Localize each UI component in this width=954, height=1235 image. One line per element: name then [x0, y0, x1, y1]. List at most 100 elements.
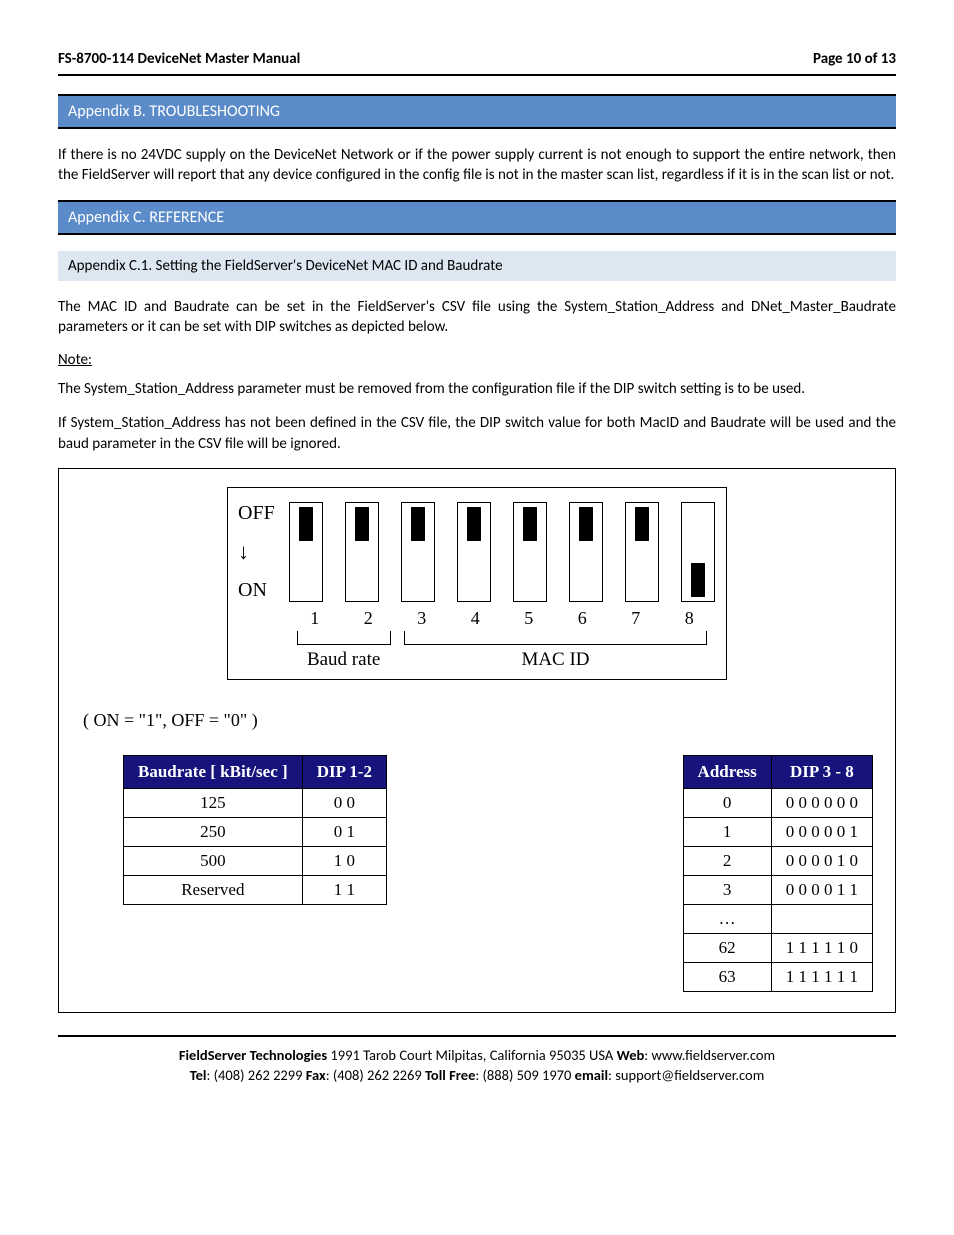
appendix-b-paragraph: If there is no 24VDC supply on the Devic…	[58, 145, 896, 186]
dip-knob	[411, 507, 425, 541]
doc-title: FS-8700-114 DeviceNet Master Manual	[58, 50, 300, 68]
dip-switch-3	[401, 502, 435, 602]
footer-fax-label: Fax	[306, 1066, 326, 1084]
dip-number: 7	[619, 608, 653, 629]
appendix-c-heading: Appendix C. REFERENCE	[58, 200, 896, 235]
footer-line-1: FieldServer Technologies 1991 Tarob Cour…	[58, 1045, 896, 1065]
footer-company: FieldServer Technologies	[179, 1046, 327, 1064]
table-cell: 2	[683, 846, 771, 875]
dip-switch-5	[513, 502, 547, 602]
table-row: 00 0 0 0 0 0	[683, 788, 872, 817]
dip-knob	[635, 507, 649, 541]
table-cell: 1 1 1 1 1 1	[771, 962, 872, 991]
table-cell: 1 0	[302, 846, 386, 875]
table-header: Baudrate [ kBit/sec ]	[124, 755, 303, 788]
table-cell: Reserved	[124, 875, 303, 904]
table-cell: 0 0 0 0 1 1	[771, 875, 872, 904]
dip-number: 6	[565, 608, 599, 629]
dip-number: 4	[458, 608, 492, 629]
table-cell	[771, 904, 872, 933]
note-label: Note:	[58, 351, 896, 369]
table-row: 631 1 1 1 1 1	[683, 962, 872, 991]
table-cell: 1 1	[302, 875, 386, 904]
table-row: …	[683, 904, 872, 933]
dip-knob	[467, 507, 481, 541]
table-cell: 0	[683, 788, 771, 817]
dip-knob	[355, 507, 369, 541]
table-row: 1250 0	[124, 788, 387, 817]
page-number: Page 10 of 13	[813, 50, 896, 68]
table-cell: 63	[683, 962, 771, 991]
table-header: Address	[683, 755, 771, 788]
table-cell: 0 1	[302, 817, 386, 846]
table-cell: 0 0 0 0 1 0	[771, 846, 872, 875]
appendix-c-paragraph-2: The System_Station_Address parameter mus…	[58, 379, 896, 399]
table-cell: 0 0 0 0 0 0	[771, 788, 872, 817]
table-cell: 500	[124, 846, 303, 875]
dip-number: 5	[512, 608, 546, 629]
table-row: 621 1 1 1 1 0	[683, 933, 872, 962]
dip-side-labels: OFF ↓ ON	[238, 502, 288, 602]
on-label: ON	[238, 579, 288, 602]
dip-knob	[579, 507, 593, 541]
table-cell: 3	[683, 875, 771, 904]
mac-id-label: MAC ID	[404, 649, 708, 671]
footer-web-value: : www.fieldserver.com	[644, 1046, 775, 1064]
table-cell: 1	[683, 817, 771, 846]
dip-number: 2	[351, 608, 385, 629]
table-cell: 125	[124, 788, 303, 817]
dip-switch-panel: OFF ↓ ON 12345678 Baud rate MAC ID	[227, 487, 727, 680]
footer: FieldServer Technologies 1991 Tarob Cour…	[58, 1045, 896, 1086]
dip-switch-2	[345, 502, 379, 602]
on-off-legend: ( ON = "1", OFF = "0" )	[83, 710, 875, 731]
baudrate-table: Baudrate [ kBit/sec ]DIP 1-21250 02500 1…	[123, 755, 387, 905]
baudrate-table-wrap: Baudrate [ kBit/sec ]DIP 1-21250 02500 1…	[123, 755, 387, 905]
table-row: Reserved1 1	[124, 875, 387, 904]
footer-email-label: email	[575, 1066, 608, 1084]
dip-switch-1	[289, 502, 323, 602]
footer-web-label: Web	[617, 1046, 645, 1064]
dip-number: 8	[672, 608, 706, 629]
dip-knob	[523, 507, 537, 541]
table-cell: 250	[124, 817, 303, 846]
dip-knob	[691, 563, 705, 597]
arrow-down-icon: ↓	[238, 539, 288, 565]
dip-diagram-container: OFF ↓ ON 12345678 Baud rate MAC ID ( ON …	[58, 468, 896, 1013]
table-cell: 0 0	[302, 788, 386, 817]
appendix-c1-heading: Appendix C.1. Setting the FieldServer's …	[58, 251, 896, 281]
dip-number: 1	[298, 608, 332, 629]
table-row: 30 0 0 0 1 1	[683, 875, 872, 904]
dip-number: 3	[405, 608, 439, 629]
dip-switch-row	[288, 502, 716, 602]
footer-tel-label: Tel	[190, 1066, 207, 1084]
footer-email-value: : support@fieldserver.com	[608, 1066, 764, 1084]
page: FS-8700-114 DeviceNet Master Manual Page…	[0, 0, 954, 1115]
page-header: FS-8700-114 DeviceNet Master Manual Page…	[58, 50, 896, 76]
footer-fax-value: : (408) 262 2269	[326, 1066, 425, 1084]
appendix-c-paragraph-3: If System_Station_Address has not been d…	[58, 413, 896, 454]
dip-knob	[299, 507, 313, 541]
table-cell: 1 1 1 1 1 0	[771, 933, 872, 962]
address-table-wrap: AddressDIP 3 - 800 0 0 0 0 010 0 0 0 0 1…	[683, 755, 873, 992]
appendix-c-paragraph-1: The MAC ID and Baudrate can be set in th…	[58, 297, 896, 338]
bracket-macid	[404, 631, 708, 645]
footer-tollfree-label: Toll Free	[425, 1066, 475, 1084]
dip-number-row: 12345678	[288, 608, 716, 629]
table-row: 5001 0	[124, 846, 387, 875]
footer-tollfree-value: : (888) 509 1970	[475, 1066, 574, 1084]
off-label: OFF	[238, 502, 288, 525]
address-table: AddressDIP 3 - 800 0 0 0 0 010 0 0 0 0 1…	[683, 755, 873, 992]
footer-address: 1991 Tarob Court Milpitas, California 95…	[327, 1046, 616, 1064]
table-cell: …	[683, 904, 771, 933]
table-row: 10 0 0 0 0 1	[683, 817, 872, 846]
bracket-baud	[297, 631, 391, 645]
appendix-b-heading: Appendix B. TROUBLESHOOTING	[58, 94, 896, 129]
footer-rule: FieldServer Technologies 1991 Tarob Cour…	[58, 1035, 896, 1086]
dip-switch-7	[625, 502, 659, 602]
table-header: DIP 3 - 8	[771, 755, 872, 788]
table-row: 2500 1	[124, 817, 387, 846]
table-cell: 0 0 0 0 0 1	[771, 817, 872, 846]
footer-tel-value: : (408) 262 2299	[206, 1066, 305, 1084]
dip-switch-6	[569, 502, 603, 602]
baud-rate-label: Baud rate	[297, 649, 391, 671]
